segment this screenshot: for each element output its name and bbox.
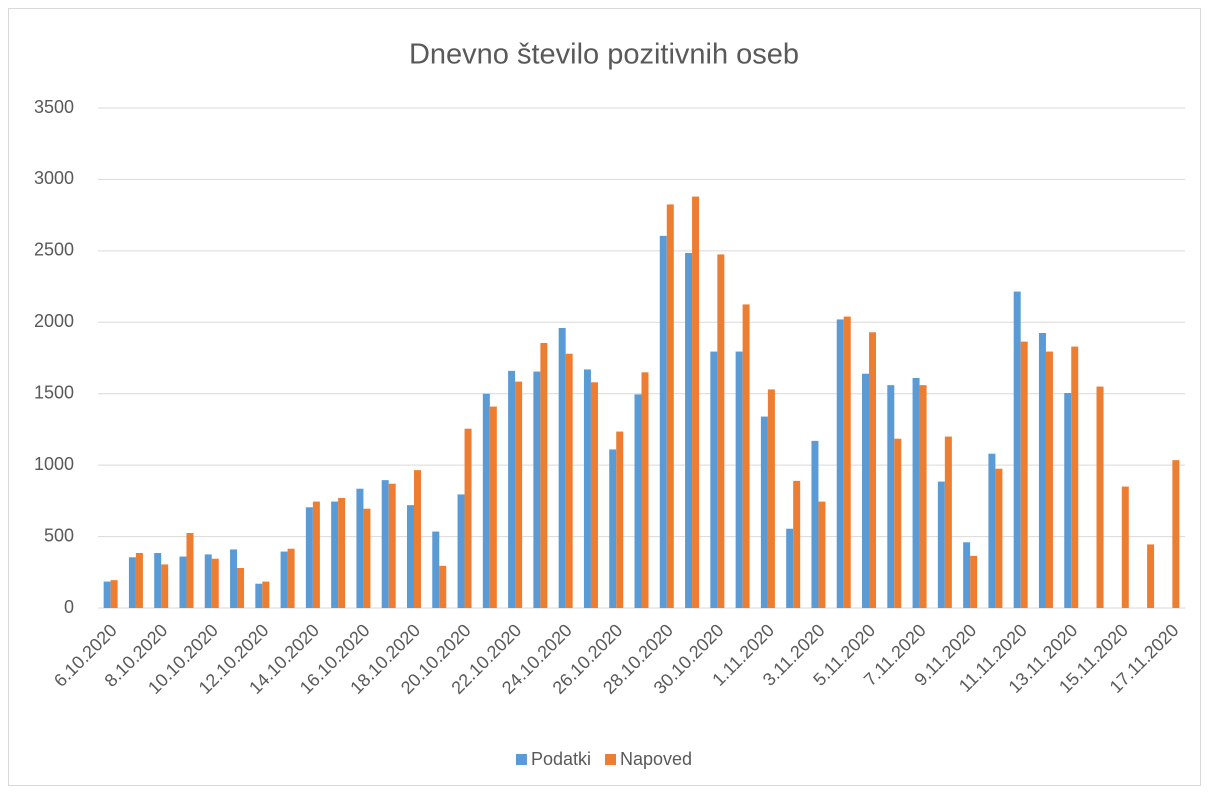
bar: [515, 381, 523, 608]
bar: [356, 488, 364, 608]
bar: [312, 501, 320, 608]
bar: [211, 558, 219, 608]
chart-border: [8, 8, 1201, 786]
bar: [944, 436, 952, 608]
y-tick-label: 3000: [34, 168, 74, 188]
bar: [1038, 333, 1046, 608]
bar: [1172, 460, 1180, 608]
bar: [103, 581, 111, 608]
bar: [995, 468, 1003, 608]
y-tick-label: 1500: [34, 382, 74, 402]
bar: [558, 328, 566, 608]
bar: [540, 343, 548, 608]
bar: [1121, 486, 1129, 608]
bar: [262, 581, 270, 608]
bar: [1013, 291, 1021, 608]
bar: [919, 385, 927, 608]
bar: [179, 556, 187, 608]
bar: [255, 583, 263, 608]
bar: [508, 370, 516, 608]
bar: [685, 253, 693, 608]
bar: [843, 316, 851, 608]
bar: [583, 369, 591, 608]
bar: [230, 549, 238, 608]
bar: [666, 204, 674, 608]
bar: [760, 416, 768, 608]
bar: [970, 555, 978, 608]
bar: [818, 501, 826, 608]
bar: [338, 498, 346, 608]
bar: [237, 568, 245, 608]
bar: [1020, 341, 1028, 608]
bar: [489, 406, 497, 608]
bar: [110, 580, 118, 608]
bar: [937, 481, 945, 608]
bar: [1071, 346, 1079, 608]
bar: [464, 428, 472, 608]
bar: [634, 394, 642, 608]
bar: [862, 373, 870, 608]
y-tick-label: 3500: [34, 97, 74, 117]
y-tick-label: 2500: [34, 240, 74, 260]
bar: [331, 501, 339, 608]
bar: [836, 319, 844, 608]
bar: [280, 551, 288, 608]
bar: [482, 393, 490, 608]
bar: [287, 548, 295, 608]
legend-label: Podatki: [531, 749, 591, 769]
bar: [432, 531, 440, 608]
y-tick-label: 1000: [34, 454, 74, 474]
legend-swatch: [604, 754, 616, 765]
y-tick-label: 0: [64, 597, 74, 617]
legend-swatch: [515, 754, 527, 765]
bar: [161, 564, 169, 608]
y-tick-label: 500: [44, 525, 74, 545]
bar: [894, 438, 902, 608]
bar: [154, 553, 162, 608]
bar: [406, 505, 414, 608]
bar: [186, 533, 194, 608]
bar: [388, 483, 396, 608]
bar: [457, 494, 465, 608]
bar: [204, 554, 212, 608]
bar: [735, 351, 743, 608]
bar: [1045, 351, 1053, 608]
bar: [533, 371, 541, 608]
bar: [565, 353, 573, 608]
bar: [811, 440, 819, 608]
bar: [742, 304, 750, 608]
legend: Podatki Napoved: [515, 749, 692, 769]
bar: [413, 470, 421, 608]
bar: [1064, 393, 1072, 608]
bar: [793, 480, 801, 608]
bar: [659, 235, 667, 608]
bar: [869, 332, 877, 608]
bar: [381, 480, 389, 608]
legend-label: Napoved: [620, 749, 692, 769]
bar: [616, 431, 624, 608]
chart-title: Dnevno število pozitivnih oseb: [409, 39, 799, 71]
bar: [363, 508, 371, 608]
bar: [1147, 544, 1155, 608]
bar: [912, 378, 920, 608]
bar: [767, 389, 775, 608]
bar: [305, 507, 313, 608]
bar: [439, 565, 447, 608]
bar: [590, 382, 598, 608]
bar: [786, 528, 794, 608]
bar: [641, 372, 649, 608]
bar: [963, 542, 971, 608]
y-tick-label: 2000: [34, 311, 74, 331]
bar: [710, 351, 718, 608]
bar: [1096, 386, 1104, 608]
bar: [887, 385, 895, 608]
bar: [988, 453, 996, 608]
bar: [609, 449, 617, 608]
bar: [717, 254, 725, 608]
bar: [135, 553, 143, 608]
bar: [128, 557, 136, 608]
bar: [692, 196, 700, 609]
